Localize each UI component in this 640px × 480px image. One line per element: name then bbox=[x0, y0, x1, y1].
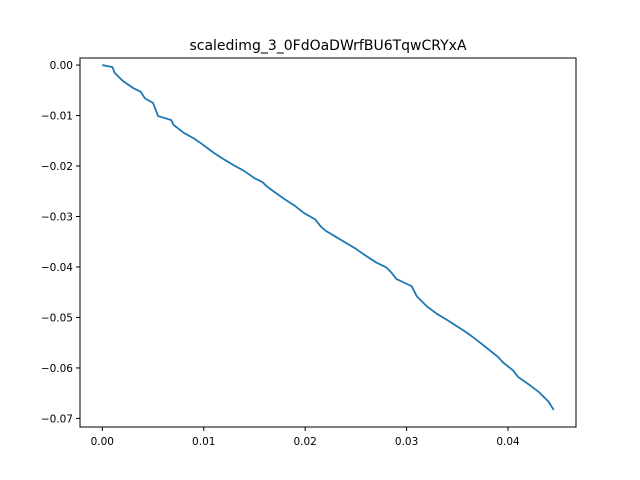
y-tick-label: −0.01 bbox=[41, 111, 73, 123]
chart-title: scaledimg_3_0FdOaDWrfBU6TqwCRYxA bbox=[189, 38, 466, 54]
x-axis: 0.00 0.01 0.02 0.03 0.04 bbox=[91, 427, 520, 448]
x-tick-label: 0.02 bbox=[293, 436, 316, 448]
series-line-0 bbox=[102, 64, 555, 411]
x-tick-label: 0.03 bbox=[395, 436, 418, 448]
y-tick-label: −0.04 bbox=[41, 262, 73, 274]
x-tick-label: 0.00 bbox=[91, 436, 114, 448]
y-tick-label: −0.05 bbox=[41, 312, 73, 324]
axes-frame bbox=[79, 57, 577, 428]
y-tick-label: −0.03 bbox=[41, 212, 73, 224]
y-axis: 0.00 −0.01 −0.02 −0.03 −0.04 −0.05 −0.06 −0.07 bbox=[41, 60, 80, 425]
y-tick-label: −0.07 bbox=[41, 413, 73, 425]
y-tick-label: −0.06 bbox=[41, 363, 73, 375]
y-tick-label: 0.00 bbox=[50, 60, 73, 72]
plot-area bbox=[102, 64, 555, 411]
x-tick-label: 0.04 bbox=[496, 436, 520, 448]
y-tick-label: −0.02 bbox=[41, 161, 73, 173]
x-tick-label: 0.01 bbox=[192, 436, 215, 448]
